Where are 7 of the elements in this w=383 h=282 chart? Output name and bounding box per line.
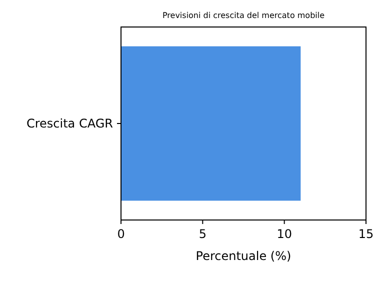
x-tick-label: 10 <box>276 227 292 241</box>
x-tick-label: 5 <box>198 227 206 241</box>
x-tick-label: 15 <box>358 227 374 241</box>
y-tick-label: Crescita CAGR <box>26 116 113 131</box>
x-tick-label: 0 <box>117 227 125 241</box>
chart-title: Previsioni di crescita del mercato mobile <box>162 11 325 20</box>
x-axis-title: Percentuale (%) <box>196 249 292 263</box>
